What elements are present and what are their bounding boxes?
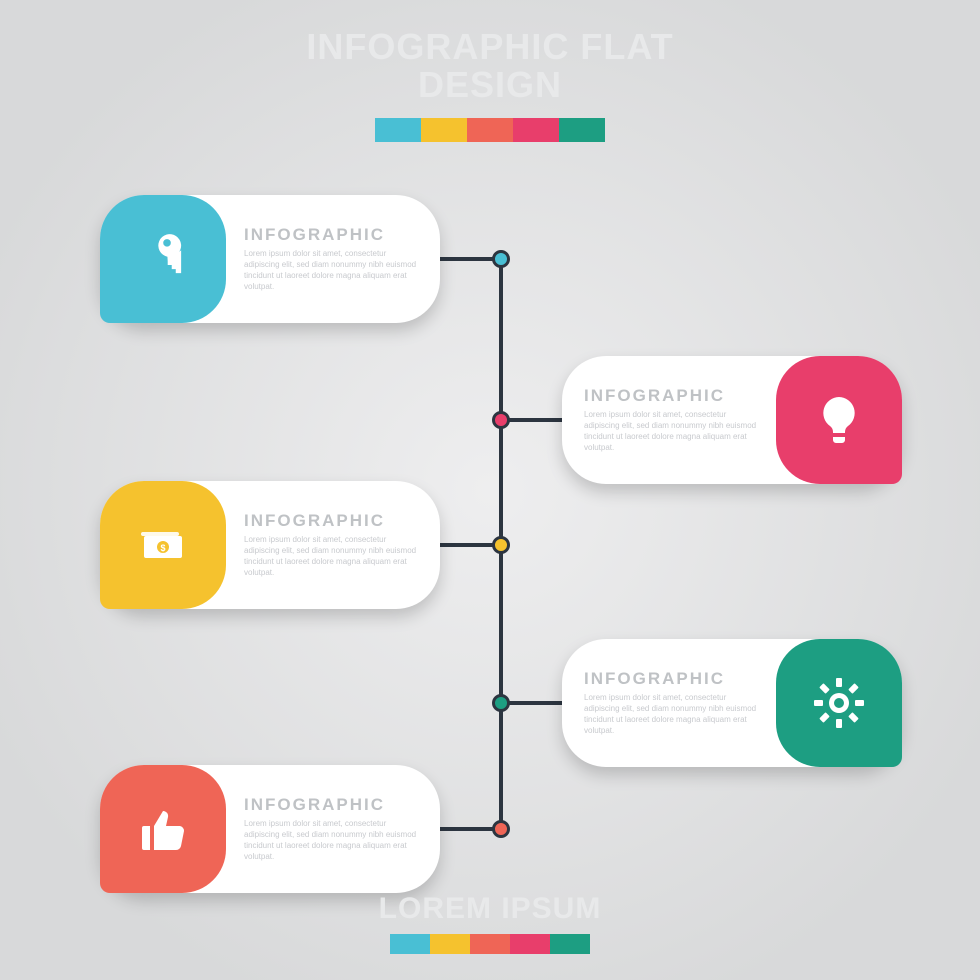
thumb-icon bbox=[100, 765, 226, 893]
palette-swatch-3 bbox=[510, 934, 550, 954]
timeline-node-3 bbox=[492, 694, 510, 712]
palette-swatch-1 bbox=[421, 118, 467, 142]
header: INFOGRAPHIC FLAT DESIGN bbox=[0, 28, 980, 142]
bulb-icon bbox=[776, 356, 902, 484]
card-body: Lorem ipsum dolor sit amet, consectetur … bbox=[584, 410, 758, 453]
card-text: INFOGRAPHIC Lorem ipsum dolor sit amet, c… bbox=[226, 225, 440, 292]
card-text: INFOGRAPHIC Lorem ipsum dolor sit amet, c… bbox=[226, 795, 440, 862]
footer-title: LOREM IPSUM bbox=[0, 893, 980, 925]
info-card-0: INFOGRAPHIC Lorem ipsum dolor sit amet, c… bbox=[100, 195, 440, 323]
info-card-3: INFOGRAPHIC Lorem ipsum dolor sit amet, c… bbox=[562, 639, 902, 767]
footer-swatches bbox=[0, 934, 980, 954]
page-title: INFOGRAPHIC FLAT DESIGN bbox=[0, 28, 980, 104]
palette-swatch-0 bbox=[390, 934, 430, 954]
card-title: INFOGRAPHIC bbox=[244, 225, 418, 245]
info-card-4: INFOGRAPHIC Lorem ipsum dolor sit amet, c… bbox=[100, 765, 440, 893]
palette-swatch-1 bbox=[430, 934, 470, 954]
timeline-node-4 bbox=[492, 820, 510, 838]
palette-swatch-2 bbox=[467, 118, 513, 142]
card-title: INFOGRAPHIC bbox=[244, 511, 418, 531]
branch-3 bbox=[501, 701, 562, 705]
title-line-1: INFOGRAPHIC FLAT bbox=[306, 26, 673, 67]
gear-icon bbox=[776, 639, 902, 767]
title-line-2: DESIGN bbox=[418, 64, 562, 105]
money-icon bbox=[100, 481, 226, 609]
card-body: Lorem ipsum dolor sit amet, consectetur … bbox=[584, 693, 758, 736]
info-card-2: INFOGRAPHIC Lorem ipsum dolor sit amet, c… bbox=[100, 481, 440, 609]
palette-swatch-4 bbox=[559, 118, 605, 142]
footer: LOREM IPSUM bbox=[0, 893, 980, 955]
card-body: Lorem ipsum dolor sit amet, consectetur … bbox=[244, 819, 418, 862]
card-text: INFOGRAPHIC Lorem ipsum dolor sit amet, c… bbox=[226, 511, 440, 578]
timeline-node-0 bbox=[492, 250, 510, 268]
card-text: INFOGRAPHIC Lorem ipsum dolor sit amet, c… bbox=[562, 669, 776, 736]
card-title: INFOGRAPHIC bbox=[244, 795, 418, 815]
palette-swatch-2 bbox=[470, 934, 510, 954]
card-body: Lorem ipsum dolor sit amet, consectetur … bbox=[244, 535, 418, 578]
palette-swatch-3 bbox=[513, 118, 559, 142]
branch-1 bbox=[501, 418, 562, 422]
timeline-node-2 bbox=[492, 536, 510, 554]
palette-swatch-4 bbox=[550, 934, 590, 954]
card-title: INFOGRAPHIC bbox=[584, 669, 758, 689]
key-icon bbox=[100, 195, 226, 323]
card-title: INFOGRAPHIC bbox=[584, 386, 758, 406]
info-card-1: INFOGRAPHIC Lorem ipsum dolor sit amet, c… bbox=[562, 356, 902, 484]
card-body: Lorem ipsum dolor sit amet, consectetur … bbox=[244, 249, 418, 292]
canvas: INFOGRAPHIC FLAT DESIGN INFOGRAPHIC Lorem… bbox=[0, 0, 980, 980]
card-text: INFOGRAPHIC Lorem ipsum dolor sit amet, c… bbox=[562, 386, 776, 453]
timeline-node-1 bbox=[492, 411, 510, 429]
header-swatches bbox=[0, 118, 980, 142]
palette-swatch-0 bbox=[375, 118, 421, 142]
